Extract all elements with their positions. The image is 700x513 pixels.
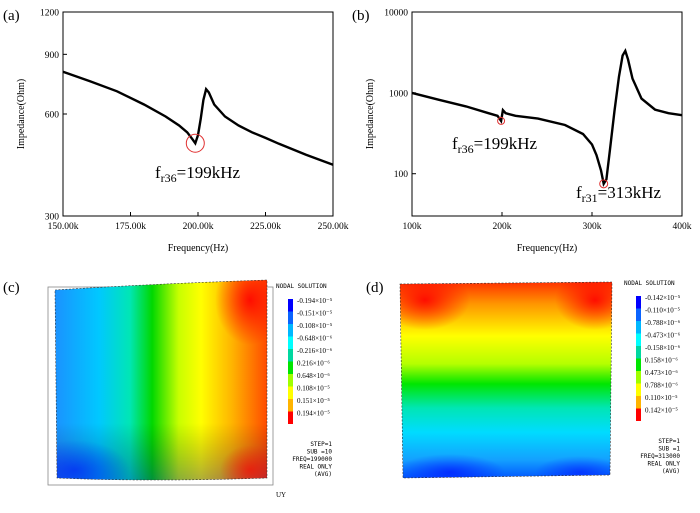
legend-label: 0.473×10⁻⁶ bbox=[645, 369, 678, 377]
x-tick-label: 200k bbox=[493, 222, 512, 232]
impedance-curve-a bbox=[62, 70, 334, 166]
y-tick-label: 1200 bbox=[40, 9, 59, 19]
legend-swatch bbox=[636, 346, 641, 359]
solution-info-line: STEP=1 bbox=[310, 441, 332, 448]
y-tick-label: 600 bbox=[45, 111, 60, 121]
panel-label-d: (d) bbox=[366, 280, 384, 296]
solution-info-line: FREQ=199000 bbox=[292, 456, 332, 463]
legend-label: 0.216×10⁻⁶ bbox=[297, 360, 330, 368]
legend-swatch bbox=[636, 396, 641, 409]
legend-swatch bbox=[288, 349, 293, 362]
legend-swatch bbox=[636, 308, 641, 321]
solution-info-line: REAL ONLY bbox=[647, 461, 680, 468]
legend-swatch bbox=[288, 411, 293, 424]
legend-swatch bbox=[636, 383, 641, 396]
y-tick-label: 900 bbox=[45, 51, 60, 61]
legend-swatch bbox=[636, 321, 641, 334]
x-tick-label: 150.00k bbox=[48, 222, 79, 232]
resonance-marker-a bbox=[185, 133, 205, 153]
y-tick-label: 10000 bbox=[384, 9, 408, 19]
resonance-label-b1: fr36=199kHz bbox=[452, 134, 538, 156]
x-axis-label-b: Frequency(Hz) bbox=[517, 243, 578, 254]
resonance-label-a: fr36=199kHz bbox=[155, 163, 241, 185]
panel-label-b: (b) bbox=[352, 8, 370, 24]
contour-field-d bbox=[400, 282, 612, 478]
legend-swatch bbox=[288, 399, 293, 412]
legend-swatch bbox=[288, 311, 293, 324]
legend-swatch bbox=[288, 336, 293, 349]
legend-label: -0.648×10⁻⁶ bbox=[297, 335, 333, 343]
resonance-marker-b2 bbox=[599, 179, 609, 189]
impedance-curve-b bbox=[411, 47, 683, 188]
x-tick-label: 175.00k bbox=[115, 222, 146, 232]
solution-info-line: (AVG) bbox=[314, 471, 332, 478]
legend-label: 0.788×10⁻⁶ bbox=[645, 382, 678, 390]
legend-label: -0.110×10⁻⁵ bbox=[645, 307, 680, 315]
legend-swatch bbox=[288, 324, 293, 337]
legend-label: 0.142×10⁻⁵ bbox=[645, 407, 678, 415]
legend-swatch bbox=[288, 299, 293, 312]
impedance-plot-a: 150.00k 175.00k 200.00k 225.00k 250.00k 300 60… bbox=[16, 9, 349, 255]
legend-label: 0.158×10⁻⁶ bbox=[645, 357, 678, 365]
resonance-label-b2: fr31=313kHz bbox=[576, 183, 662, 205]
legend-label: -0.788×10⁻⁶ bbox=[645, 319, 681, 327]
legend-label: -0.151×10⁻⁵ bbox=[297, 310, 333, 318]
legend-swatch bbox=[636, 371, 641, 384]
y-tick-label: 100 bbox=[394, 170, 409, 180]
legend-label: -0.108×10⁻⁵ bbox=[297, 322, 333, 330]
x-tick-label: 400k bbox=[673, 222, 692, 232]
resonance-marker-b1 bbox=[497, 116, 506, 125]
legend-swatch bbox=[636, 358, 641, 371]
legend-label: 0.194×10⁻⁵ bbox=[297, 410, 330, 418]
impedance-plot-b: 100k 200k 300k 400k 100 1000 10000 fr36=199kHz… bbox=[365, 9, 692, 255]
legend-swatch bbox=[636, 296, 641, 309]
panel-label-c: (c) bbox=[3, 280, 20, 296]
legend-title: NODAL SOLUTION bbox=[624, 280, 675, 287]
legend-label: -0.142×10⁻⁵ bbox=[645, 294, 681, 302]
legend-label: -0.216×10⁻⁶ bbox=[297, 347, 333, 355]
legend-swatch bbox=[288, 386, 293, 399]
legend-label: 0.108×10⁻⁵ bbox=[297, 385, 330, 393]
legend-d: NODAL SOLUTION -0.142×10⁻⁵ -0.110×10⁻⁵ -0.7… bbox=[624, 280, 681, 475]
legend-swatch bbox=[636, 408, 641, 421]
solution-info-line: SUB =10 bbox=[307, 449, 333, 456]
y-tick-label: 300 bbox=[45, 213, 60, 223]
legend-label: -0.194×10⁻⁵ bbox=[297, 297, 333, 305]
axis-label-c: UY bbox=[276, 491, 286, 499]
mode-shape-c: UY NODAL SOLUTION -0.194×10⁻⁵ -0.151×10⁻⁵ -… bbox=[47, 279, 333, 499]
y-axis-label-b: Impedance(Ohm) bbox=[365, 79, 376, 150]
solution-info-line: (AVG) bbox=[662, 468, 680, 475]
x-axis-label-a: Frequency(Hz) bbox=[168, 243, 229, 254]
legend-label: 0.110×10⁻⁵ bbox=[645, 394, 678, 402]
solution-info-line: SUB =1 bbox=[658, 446, 680, 453]
contour-field-c bbox=[55, 280, 267, 480]
y-axis-label-a: Impedance(Ohm) bbox=[16, 79, 27, 150]
deformed-outline-c bbox=[54, 279, 268, 481]
panel-label-a: (a) bbox=[3, 8, 20, 24]
y-tick-label: 1000 bbox=[389, 89, 408, 99]
mode-shape-d: NODAL SOLUTION -0.142×10⁻⁵ -0.110×10⁻⁵ -0.7… bbox=[399, 280, 681, 479]
legend-label: 0.648×10⁻⁶ bbox=[297, 372, 330, 380]
solution-info-line: FREQ=313000 bbox=[640, 453, 680, 460]
plot-a-frame bbox=[62, 11, 334, 217]
x-tick-label: 100k bbox=[403, 222, 422, 232]
legend-title: NODAL SOLUTION bbox=[276, 283, 327, 290]
legend-label: 0.151×10⁻⁵ bbox=[297, 397, 330, 405]
x-tick-label: 225.00k bbox=[250, 222, 281, 232]
solution-info-line: STEP=1 bbox=[658, 438, 680, 445]
legend-swatch bbox=[288, 361, 293, 374]
legend-swatch bbox=[288, 374, 293, 387]
legend-c: NODAL SOLUTION -0.194×10⁻⁵ -0.151×10⁻⁵ -0.1… bbox=[276, 283, 333, 478]
deformed-outline-d bbox=[399, 281, 613, 479]
legend-swatch bbox=[636, 333, 641, 346]
x-tick-label: 250.00k bbox=[318, 222, 349, 232]
x-tick-label: 300k bbox=[583, 222, 602, 232]
x-tick-label: 200.00k bbox=[183, 222, 214, 232]
legend-label: -0.158×10⁻⁶ bbox=[645, 344, 681, 352]
legend-label: -0.473×10⁻⁶ bbox=[645, 332, 681, 340]
solution-info-line: REAL ONLY bbox=[299, 464, 332, 471]
